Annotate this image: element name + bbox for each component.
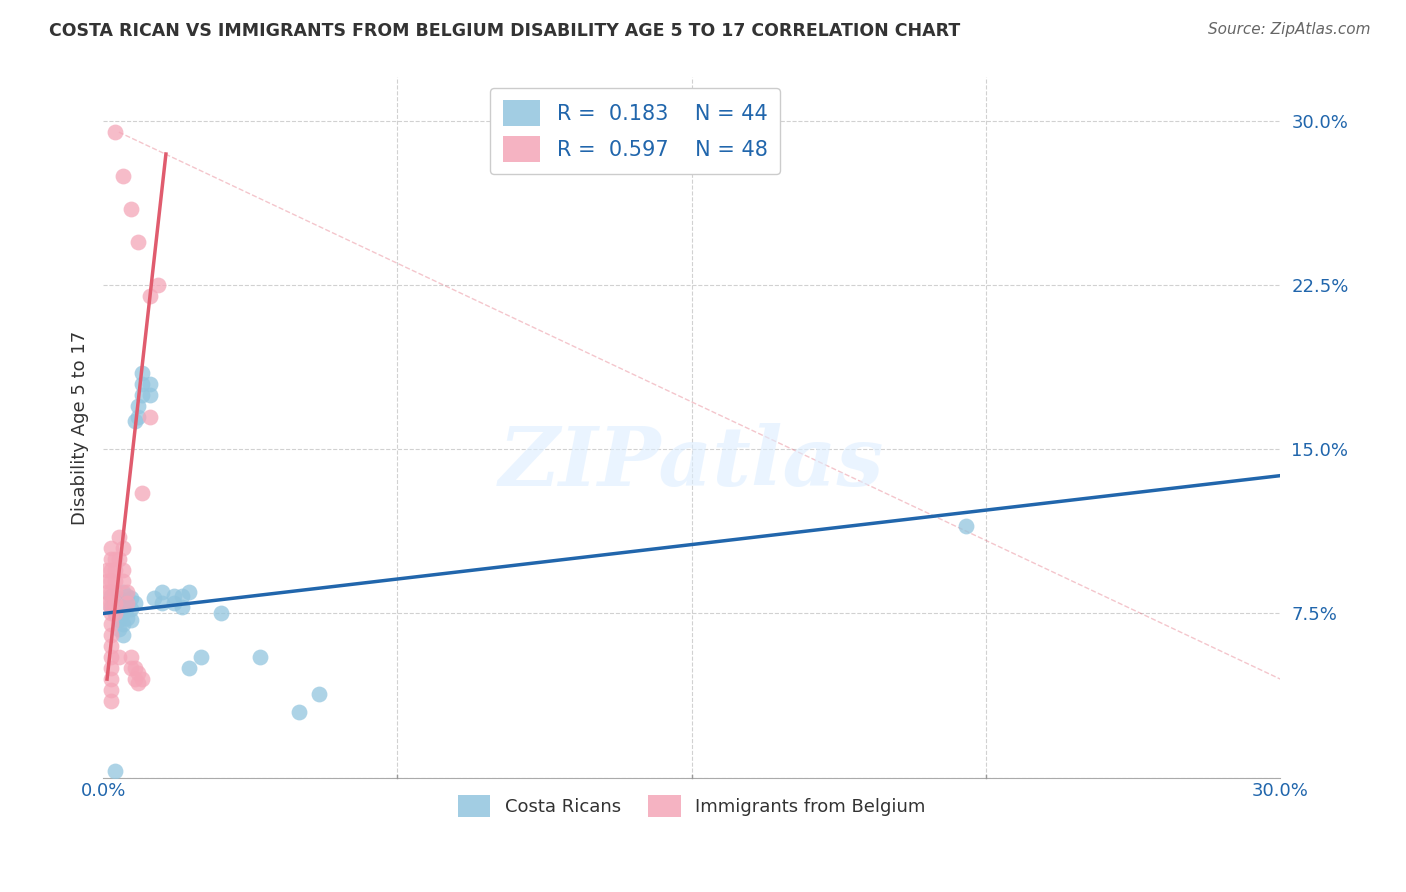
- Point: [96, 563, 118, 577]
- Y-axis label: Disability Age 5 to 17: Disability Age 5 to 17: [72, 330, 89, 524]
- Point: [108, 613, 131, 627]
- Point: [115, 589, 138, 603]
- Point: [100, 599, 122, 614]
- Point: [108, 602, 131, 616]
- Point: [190, 650, 212, 665]
- Point: [143, 591, 166, 606]
- Point: [100, 595, 122, 609]
- Text: Source: ZipAtlas.com: Source: ZipAtlas.com: [1208, 22, 1371, 37]
- Point: [100, 563, 122, 577]
- Point: [96, 584, 118, 599]
- Point: [209, 607, 232, 621]
- Point: [100, 541, 122, 555]
- Point: [100, 628, 122, 642]
- Legend: Costa Ricans, Immigrants from Belgium: Costa Ricans, Immigrants from Belgium: [451, 788, 932, 824]
- Point: [179, 661, 201, 675]
- Point: [100, 574, 122, 588]
- Point: [100, 617, 122, 632]
- Point: [100, 551, 122, 566]
- Point: [120, 613, 142, 627]
- Point: [120, 650, 142, 665]
- Point: [104, 574, 127, 588]
- Point: [163, 589, 186, 603]
- Point: [124, 661, 146, 675]
- Point: [108, 622, 131, 636]
- Point: [100, 683, 122, 698]
- Point: [139, 387, 162, 401]
- Point: [131, 376, 153, 391]
- Point: [100, 584, 122, 599]
- Point: [111, 574, 134, 588]
- Point: [100, 589, 122, 603]
- Point: [249, 650, 271, 665]
- Point: [120, 591, 142, 606]
- Point: [139, 376, 162, 391]
- Point: [131, 366, 153, 380]
- Point: [124, 414, 146, 428]
- Point: [104, 764, 127, 778]
- Point: [104, 584, 127, 599]
- Point: [100, 607, 122, 621]
- Text: COSTA RICAN VS IMMIGRANTS FROM BELGIUM DISABILITY AGE 5 TO 17 CORRELATION CHART: COSTA RICAN VS IMMIGRANTS FROM BELGIUM D…: [49, 22, 960, 40]
- Point: [111, 169, 134, 183]
- Point: [104, 563, 127, 577]
- Point: [955, 519, 977, 533]
- Point: [104, 607, 127, 621]
- Point: [115, 595, 138, 609]
- Point: [170, 599, 193, 614]
- Point: [111, 595, 134, 609]
- Point: [120, 661, 142, 675]
- Point: [104, 607, 127, 621]
- Point: [115, 611, 138, 625]
- Point: [100, 650, 122, 665]
- Point: [308, 687, 330, 701]
- Point: [139, 409, 162, 424]
- Point: [131, 672, 153, 686]
- Point: [111, 541, 134, 555]
- Point: [124, 672, 146, 686]
- Point: [127, 399, 149, 413]
- Point: [104, 595, 127, 609]
- Point: [170, 589, 193, 603]
- Point: [146, 278, 169, 293]
- Point: [100, 661, 122, 675]
- Point: [150, 595, 173, 609]
- Point: [127, 665, 149, 680]
- Point: [108, 591, 131, 606]
- Point: [120, 602, 142, 616]
- Point: [111, 628, 134, 642]
- Point: [288, 705, 311, 719]
- Point: [104, 595, 127, 609]
- Point: [150, 584, 173, 599]
- Point: [139, 289, 162, 303]
- Point: [115, 599, 138, 614]
- Point: [127, 235, 149, 249]
- Point: [108, 551, 131, 566]
- Point: [96, 574, 118, 588]
- Point: [111, 617, 134, 632]
- Point: [100, 640, 122, 654]
- Point: [131, 486, 153, 500]
- Point: [111, 584, 134, 599]
- Text: ZIPatlas: ZIPatlas: [499, 423, 884, 502]
- Point: [124, 595, 146, 609]
- Point: [100, 694, 122, 708]
- Point: [108, 530, 131, 544]
- Point: [104, 551, 127, 566]
- Point: [115, 584, 138, 599]
- Point: [120, 202, 142, 216]
- Point: [131, 387, 153, 401]
- Point: [179, 584, 201, 599]
- Point: [127, 409, 149, 424]
- Point: [100, 672, 122, 686]
- Point: [104, 125, 127, 139]
- Point: [163, 595, 186, 609]
- Point: [96, 595, 118, 609]
- Point: [111, 607, 134, 621]
- Point: [111, 563, 134, 577]
- Point: [108, 650, 131, 665]
- Point: [127, 676, 149, 690]
